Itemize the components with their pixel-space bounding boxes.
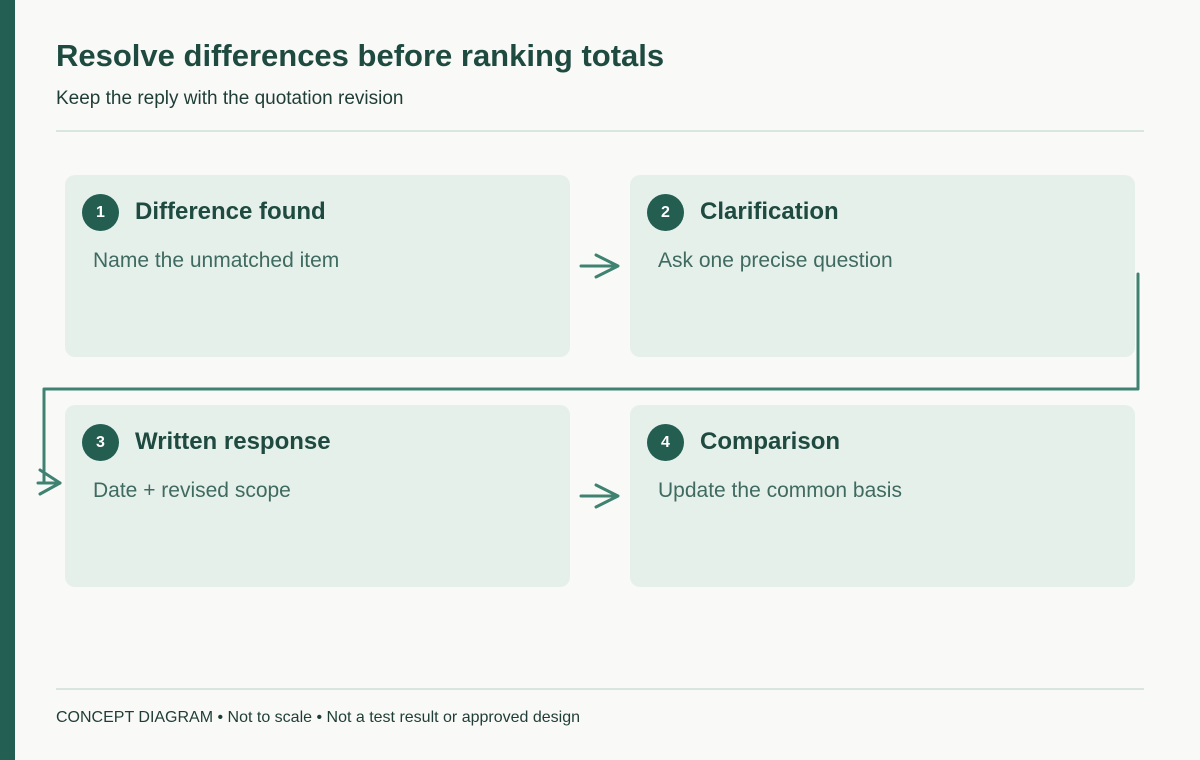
step-number-badge: 4: [647, 424, 684, 461]
step-description: Date + revised scope: [93, 479, 291, 502]
left-accent-bar: [0, 0, 15, 760]
step-card-comparison: 4 Comparison Update the common basis: [630, 405, 1135, 587]
footer-divider: [56, 688, 1144, 690]
arrow-right-icon: [579, 253, 620, 279]
header-divider: [56, 130, 1144, 132]
page-subtitle: Keep the reply with the quotation revisi…: [56, 88, 404, 109]
step-description: Update the common basis: [658, 479, 902, 502]
arrow-right-icon: [579, 483, 620, 509]
footer-note: CONCEPT DIAGRAM • Not to scale • Not a t…: [56, 709, 580, 726]
step-card-clarification: 2 Clarification Ask one precise question: [630, 175, 1135, 357]
step-number-badge: 2: [647, 194, 684, 231]
page-title: Resolve differences before ranking total…: [56, 38, 665, 73]
step-description: Ask one precise question: [658, 249, 893, 272]
wrap-connector: [36, 272, 1140, 496]
step-card-difference-found: 1 Difference found Name the unmatched it…: [65, 175, 570, 357]
step-number-badge: 1: [82, 194, 119, 231]
step-title: Written response: [135, 428, 331, 455]
step-number-badge: 3: [82, 424, 119, 461]
step-title: Clarification: [700, 198, 839, 225]
step-title: Comparison: [700, 428, 841, 455]
step-card-written-response: 3 Written response Date + revised scope: [65, 405, 570, 587]
step-description: Name the unmatched item: [93, 249, 340, 272]
step-title: Difference found: [135, 198, 326, 225]
